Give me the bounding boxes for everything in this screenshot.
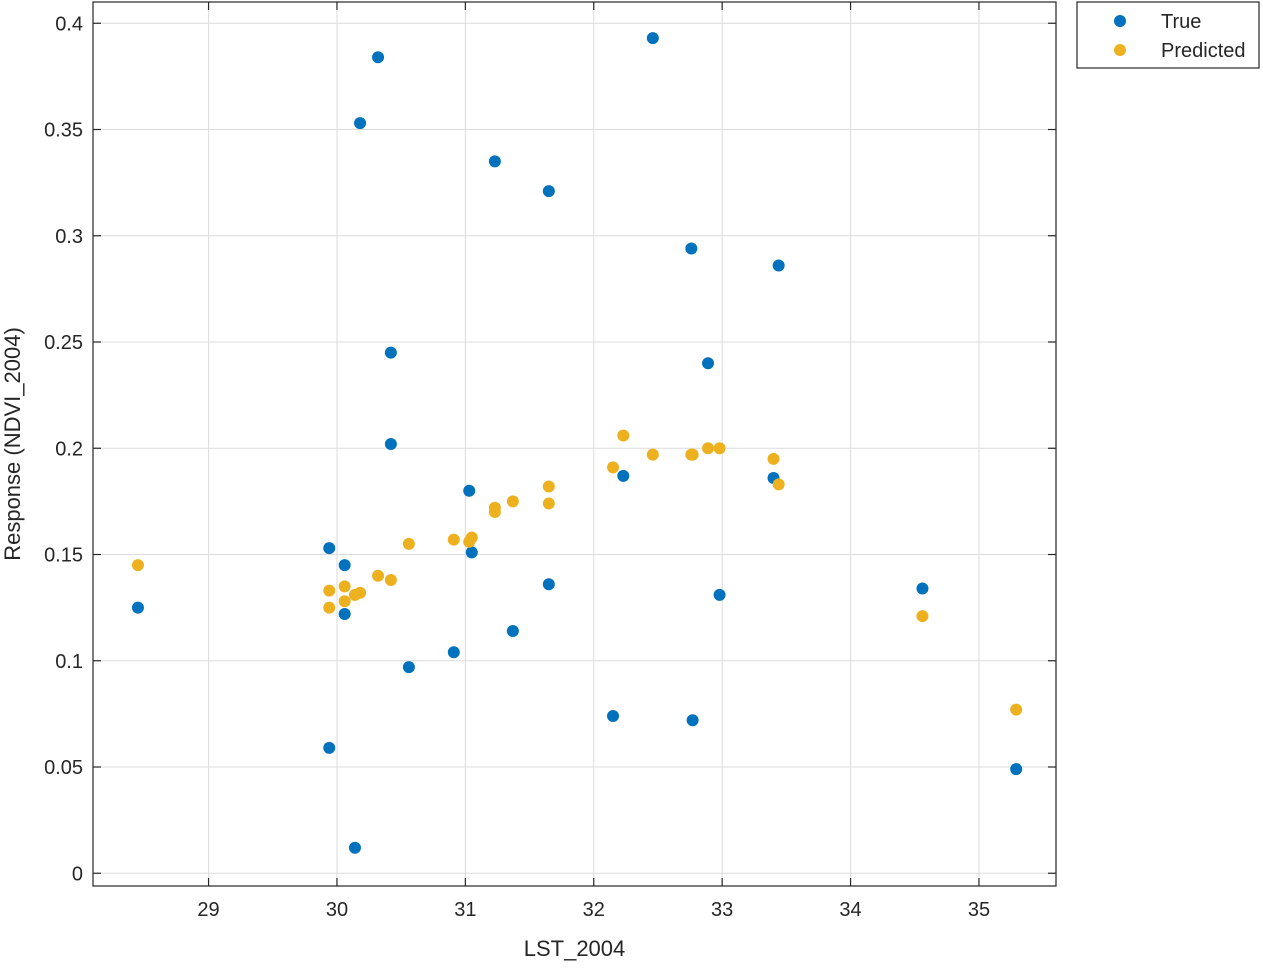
point-true-4 [338, 559, 351, 572]
axes-layer: 29 30 31 32 33 34 35 0 0.05 0.1 0.15 0.2 0.25 0.3 0.35… [44, 1, 1057, 921]
point-true-8 [384, 346, 397, 359]
x-tick-label-4: 33 [711, 899, 733, 921]
point-true-12 [463, 484, 476, 497]
point-true-9 [384, 438, 397, 450]
legend-label-predicted: Predicted [1161, 40, 1246, 62]
x-tick-label-3: 32 [583, 899, 605, 921]
points-layer [131, 32, 1023, 854]
point-true-5 [348, 841, 361, 854]
y-tick-label-4: 0.2 [55, 438, 83, 460]
point-predicted-17 [542, 480, 555, 493]
point-predicted-8 [384, 574, 397, 586]
y-tick-label-1: 0.05 [44, 757, 83, 779]
plot-area-frame [92, 1, 1057, 887]
y-tick-label-7: 0.35 [44, 120, 83, 142]
point-predicted-10 [447, 533, 460, 546]
point-predicted-0 [131, 559, 144, 572]
point-predicted-1 [323, 601, 336, 614]
point-true-28 [1010, 763, 1023, 776]
point-predicted-15 [506, 495, 519, 508]
point-predicted-25 [767, 452, 780, 465]
y-tick-label-2: 0.1 [55, 651, 83, 673]
y-tick-label-6: 0.3 [55, 226, 83, 248]
legend-marker-predicted [1114, 44, 1126, 56]
point-true-14 [488, 155, 501, 168]
point-true-11 [447, 646, 460, 659]
point-true-23 [702, 357, 715, 370]
legend: True Predicted [1076, 1, 1260, 69]
point-predicted-26 [772, 478, 785, 491]
y-axis-label: Response (NDVI_2004) [0, 327, 25, 561]
point-true-18 [607, 710, 620, 722]
point-true-13 [465, 546, 478, 559]
point-true-19 [617, 469, 630, 482]
point-true-15 [506, 625, 519, 637]
point-predicted-24 [713, 442, 726, 455]
point-true-24 [713, 588, 726, 601]
point-predicted-12 [465, 531, 478, 544]
point-true-0 [131, 601, 144, 614]
series-true [131, 32, 1023, 854]
point-predicted-28 [1010, 703, 1023, 716]
point-true-1 [323, 741, 336, 754]
x-tick-label-1: 30 [326, 899, 348, 921]
point-true-26 [772, 259, 785, 272]
point-predicted-19 [617, 429, 630, 442]
point-predicted-2 [323, 584, 336, 597]
point-true-20 [646, 32, 659, 45]
point-true-6 [354, 117, 367, 130]
point-true-10 [402, 661, 415, 674]
point-true-7 [372, 51, 385, 64]
legend-marker-true [1114, 15, 1126, 27]
point-true-27 [916, 582, 929, 595]
legend-box [1076, 1, 1260, 69]
point-true-16 [542, 185, 555, 198]
point-predicted-20 [646, 448, 659, 461]
point-predicted-9 [402, 537, 415, 550]
point-true-21 [685, 242, 698, 255]
y-tick-label-0: 0 [72, 863, 83, 885]
point-predicted-4 [338, 580, 351, 593]
point-true-22 [686, 714, 699, 727]
legend-label-true: True [1161, 11, 1201, 33]
point-predicted-23 [702, 442, 715, 455]
point-true-3 [338, 608, 351, 620]
point-predicted-3 [338, 595, 351, 608]
y-tick-label-3: 0.15 [44, 545, 83, 567]
point-predicted-14 [488, 501, 501, 514]
y-tick-label-5: 0.25 [44, 332, 83, 354]
grid-layer [93, 2, 1056, 886]
labels-layer: LST_2004 Response (NDVI_2004) [0, 327, 625, 961]
point-predicted-7 [372, 569, 385, 582]
point-predicted-16 [542, 497, 555, 510]
x-tick-label-2: 31 [454, 899, 476, 921]
x-tick-label-5: 34 [839, 899, 861, 921]
point-predicted-27 [916, 610, 929, 623]
point-predicted-18 [607, 461, 620, 474]
point-predicted-22 [686, 448, 699, 461]
point-predicted-6 [354, 586, 367, 599]
point-true-2 [323, 542, 336, 555]
x-tick-label-6: 35 [968, 899, 990, 921]
x-axis-label: LST_2004 [524, 936, 626, 961]
point-true-17 [542, 578, 555, 591]
series-predicted [131, 429, 1023, 716]
x-tick-label-0: 29 [197, 899, 219, 921]
y-tick-label-8: 0.4 [55, 13, 83, 35]
